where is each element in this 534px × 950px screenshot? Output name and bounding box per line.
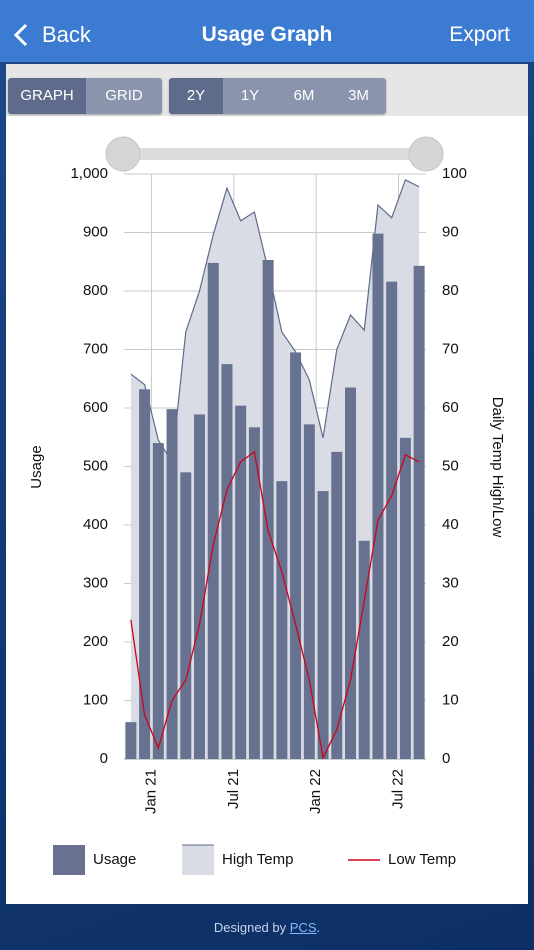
tab[interactable]: 1Y — [223, 78, 277, 114]
tab[interactable]: 3M — [331, 78, 386, 114]
usage-bar — [194, 414, 205, 759]
usage-bar — [221, 364, 233, 759]
range-tabs: 2Y 1Y 6M 3M — [169, 78, 386, 114]
y2-tick-label: 50 — [442, 457, 459, 474]
y-tick-label: 200 — [83, 633, 108, 650]
tab[interactable]: 6M — [277, 78, 331, 114]
y-tick-label: 0 — [100, 750, 108, 767]
range-slider-track — [122, 148, 422, 160]
legend-swatch — [53, 845, 85, 875]
legend-item: Usage — [53, 845, 136, 875]
y2-tick-label: 100 — [442, 165, 467, 182]
usage-bar — [358, 540, 370, 759]
y2-tick-label: 0 — [442, 750, 450, 767]
y-tick-label: 400 — [83, 516, 108, 533]
y-tick-label: 900 — [83, 223, 108, 240]
legend-item: Low Temp — [348, 851, 456, 868]
y-tick-label: 700 — [83, 340, 108, 357]
nav-bar: Back Usage Graph Export — [0, 0, 534, 62]
footer-link[interactable]: PCS — [289, 920, 317, 935]
legend-label: Low Temp — [388, 851, 456, 868]
y-tick-label: 1,000 — [70, 165, 108, 182]
usage-bar — [152, 443, 164, 759]
low-temp-line — [130, 450, 420, 760]
y-tick-label: 800 — [83, 282, 108, 299]
usage-bar — [262, 259, 274, 759]
legend-label: Usage — [93, 851, 136, 868]
x-tick-label: Jan 21 — [142, 769, 159, 814]
usage-bar — [139, 389, 151, 759]
back-button[interactable]: Back — [12, 22, 91, 48]
x-tick-label: Jul 21 — [225, 769, 242, 809]
back-label: Back — [42, 22, 91, 47]
y2-tick-label: 20 — [442, 633, 459, 650]
footer-text: Designed by — [213, 920, 287, 935]
usage-bar — [413, 265, 425, 759]
y2-tick-label: 30 — [442, 574, 459, 591]
y2-tick-label: 80 — [442, 282, 459, 299]
usage-bar — [207, 262, 219, 759]
tab-bar: GRAPH GRID 2Y 1Y 6M 3M — [6, 64, 528, 116]
usage-bar — [372, 233, 384, 760]
y2-tick-label: 70 — [442, 340, 459, 357]
usage-bar — [317, 491, 329, 759]
legend-swatch — [182, 845, 214, 875]
footer: Designed by PCS. — [0, 920, 534, 935]
slider-handle[interactable] — [408, 136, 444, 172]
usage-bar — [290, 352, 302, 759]
legend-label: High Temp — [222, 851, 293, 868]
usage-bar — [235, 405, 247, 759]
y-tick-label: 500 — [83, 457, 108, 474]
y2-tick-label: 10 — [442, 691, 459, 708]
usage-bar — [386, 281, 398, 759]
tab[interactable]: GRAPH — [8, 78, 86, 114]
y2-tick-label: 60 — [442, 399, 459, 416]
y-axis-label: Usage — [28, 445, 45, 488]
y-tick-label: 600 — [83, 399, 108, 416]
usage-bar — [399, 437, 411, 759]
y2-tick-label: 40 — [442, 516, 459, 533]
export-button[interactable]: Export — [449, 23, 510, 46]
usage-bar — [166, 409, 178, 759]
usage-bar — [303, 424, 315, 759]
tab[interactable]: GRID — [86, 78, 162, 114]
footer-text: . — [316, 920, 321, 935]
y2-tick-label: 90 — [442, 223, 459, 240]
back-chevron — [13, 23, 28, 47]
nav-title: Usage Graph — [201, 23, 333, 46]
legend-item: High Temp — [182, 844, 293, 875]
x-tick-label: Jan 22 — [307, 769, 324, 814]
usage-bar — [180, 472, 192, 759]
usage-bar — [331, 451, 343, 759]
usage-bar — [276, 481, 288, 759]
usage-bar — [125, 722, 137, 759]
view-tabs: GRAPH GRID — [8, 78, 162, 114]
y2-axis-label: Daily Temp High/Low — [489, 397, 506, 538]
usage-bar — [345, 387, 356, 759]
tab[interactable]: 2Y — [169, 78, 223, 114]
x-tick-label: Jul 22 — [390, 769, 407, 809]
slider-handle[interactable] — [105, 136, 141, 172]
chart: 0 100 200 300 400 500 600 700 800 900 1,000 0 10 20 30… — [28, 136, 506, 875]
high-temp-line — [130, 179, 420, 464]
usage-bar — [248, 427, 260, 759]
y-tick-label: 100 — [83, 691, 108, 708]
y-tick-label: 300 — [83, 574, 108, 591]
